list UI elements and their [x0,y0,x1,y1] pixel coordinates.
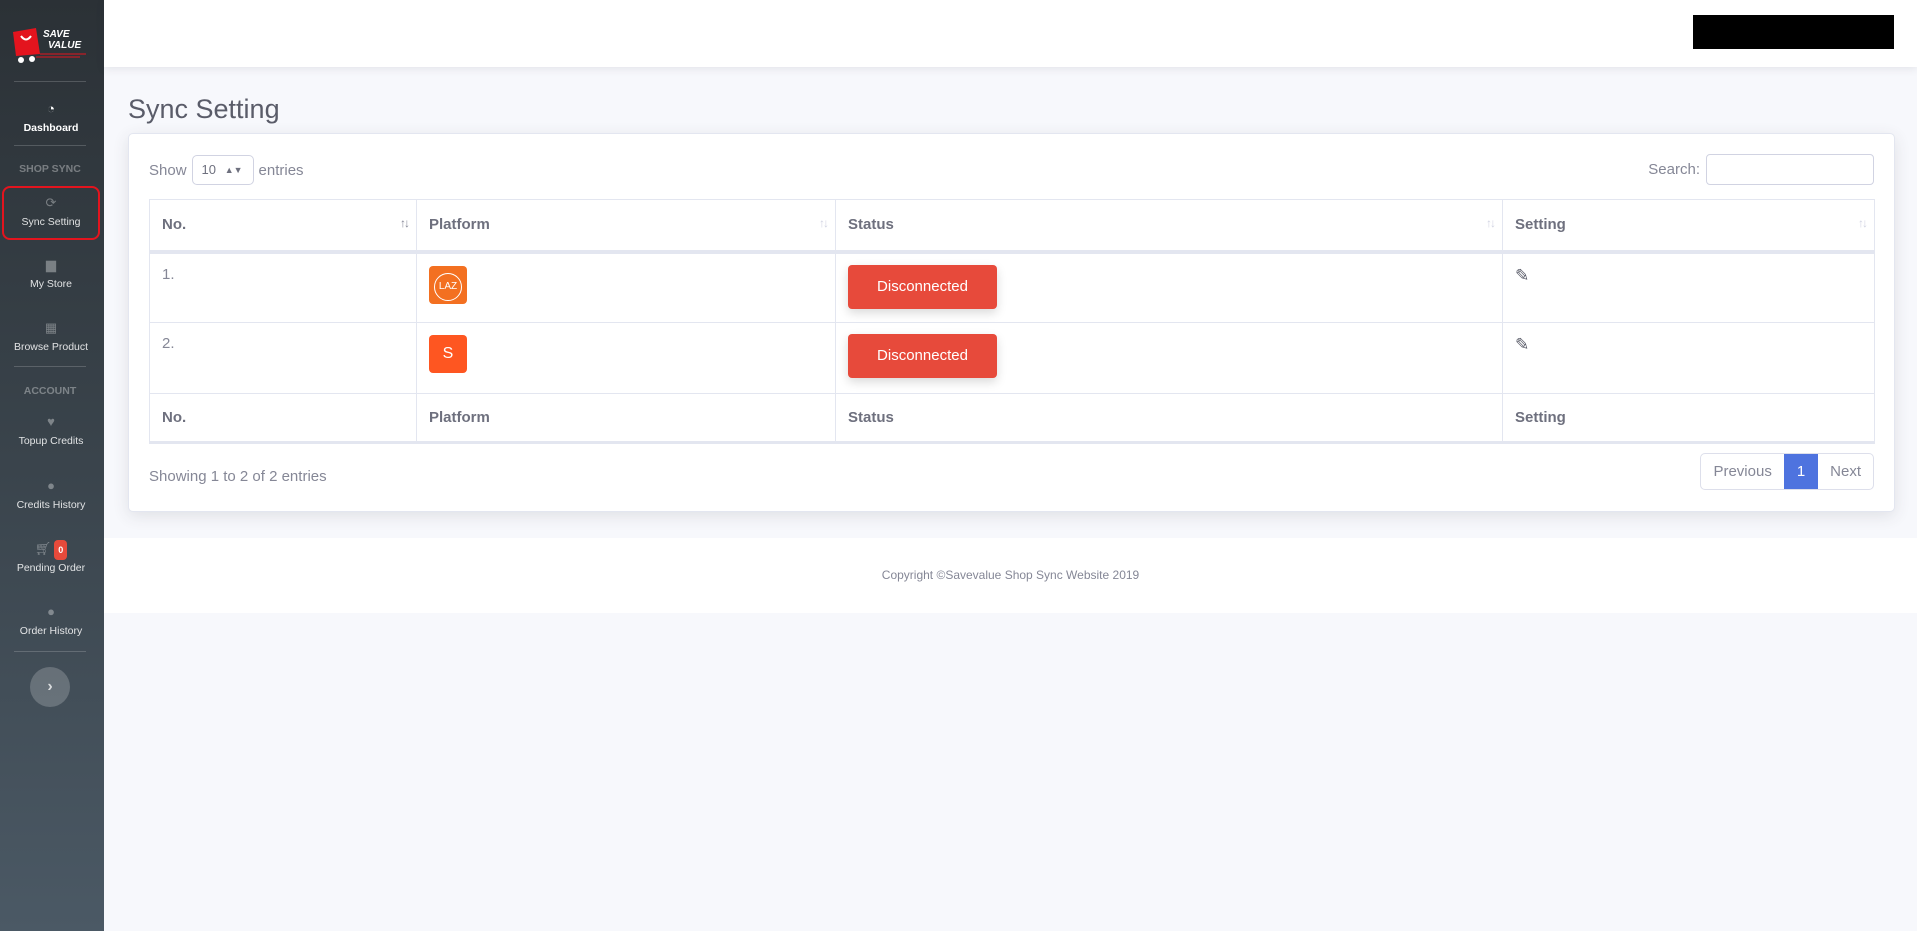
sidebar-item-my-store[interactable]: ▆ My Store [2,250,100,304]
sidebar-heading-shop-sync: SHOP SYNC [19,163,81,175]
sidebar-item-sync-setting[interactable]: ⟳ Sync Setting [2,186,100,240]
sidebar-item-dashboard[interactable]: ◔ Dashboard [2,94,100,148]
save-value-logo[interactable]: SAVE VALUE [10,26,90,66]
cart-icon: 🛒︎ 0 [2,540,100,560]
footer: Copyright ©Savevalue Shop Sync Website 2… [104,538,1917,613]
header-label: Setting [1515,216,1566,234]
sidebar-item-order-history[interactable]: ● Order History [2,597,100,651]
sidebar-heading-account: ACCOUNT [23,385,77,397]
search-input[interactable] [1706,154,1874,185]
status-cell: Disconnected [835,251,1503,323]
sidebar-item-label: Dashboard [23,122,79,134]
next-page-button[interactable]: Next [1830,463,1861,480]
sidebar-divider [14,651,86,652]
edit-icon[interactable]: ✎ [1515,265,1530,285]
table-row: 1. LAZ Disconnected ✎ [149,251,1875,323]
sidebar-item-label: Sync Setting [21,216,81,228]
sync-icon: ⟳ [45,195,57,210]
sort-icon: ↑↓ [819,216,829,230]
shopee-logo-icon: S [429,335,467,373]
row-number: 2. [149,322,417,394]
header-label: No. [162,216,187,234]
table-info: Showing 1 to 2 of 2 entries [149,468,327,485]
sidebar-item-label: Credits History [16,499,86,511]
redacted-user-area [1693,15,1894,49]
column-header-no[interactable]: No. ↑↓ [149,199,417,254]
sort-icon: ↑↓ [1486,216,1496,230]
pending-order-badge: 0 [54,540,68,560]
setting-cell: ✎ [1502,322,1875,394]
sidebar-item-topup-credits[interactable]: ♥ Topup Credits [2,407,100,461]
sidebar-item-label: Order History [19,625,83,637]
column-header-status[interactable]: Status ↑↓ [835,199,1503,254]
svg-text:SAVE: SAVE [43,29,70,40]
page-1-button[interactable]: 1 [1783,454,1819,489]
tachometer-icon: ◔ [47,101,55,116]
footer-header-setting: Setting [1502,393,1875,444]
hand-holding-heart-icon: ♥ [47,414,55,429]
footer-header-platform: Platform [416,393,836,444]
clock-icon: ● [47,604,55,619]
grid-icon: ▦ [44,320,58,335]
svg-text:VALUE: VALUE [48,40,81,51]
clock-icon: ● [47,478,55,493]
sidebar-divider [14,366,86,367]
row-number: 1. [149,251,417,323]
pagination: Previous 1 Next [1700,453,1874,490]
search-label: Search: [1648,161,1700,178]
platform-cell: S [416,322,836,394]
sort-icon: ↑↓ [400,216,410,230]
store-icon: ▆ [46,257,56,272]
sidebar: SAVE VALUE ◔ Dashboard SHOP SYNC ⟳ Sync … [0,0,104,931]
sidebar-divider [14,81,86,82]
sidebar-divider [14,145,86,146]
column-header-platform[interactable]: Platform ↑↓ [416,199,836,254]
entries-length-control: Show 10 ▲▼ entries [149,155,304,185]
setting-cell: ✎ [1502,251,1875,323]
sidebar-item-label: Topup Credits [18,435,84,447]
select-arrows-icon: ▲▼ [224,165,243,175]
sidebar-item-browse-product[interactable]: ▦ Browse Product [2,313,100,367]
footer-header-no: No. [149,393,417,444]
table-row: 2. S Disconnected ✎ [149,322,1875,394]
entries-select[interactable]: 10 ▲▼ [191,155,254,185]
topbar [104,0,1917,67]
previous-page-button[interactable]: Previous [1713,463,1772,480]
lazada-logo-icon: LAZ [429,265,467,304]
status-cell: Disconnected [835,322,1503,394]
sidebar-item-credits-history[interactable]: ● Credits History [2,471,100,525]
sidebar-item-label: My Store [29,278,72,290]
footer-header-status: Status [835,393,1503,444]
page-title: Sync Setting [128,94,280,124]
entries-select-value: 10 [201,162,216,177]
sync-table: No. ↑↓ Platform ↑↓ Status ↑↓ Setting ↑↓ 1. L… [149,199,1875,444]
header-label: Platform [429,216,490,234]
sort-icon: ↑↓ [1858,216,1868,230]
sidebar-item-pending-order[interactable]: 🛒︎ 0 Pending Order [2,534,100,588]
show-label: Show [149,161,187,179]
search-control: Search: [1648,154,1874,185]
entries-label: entries [258,161,304,179]
copyright-text: Copyright ©Savevalue Shop Sync Website 2… [881,568,1140,582]
sync-table-card: Show 10 ▲▼ entries Search: No. ↑↓ Platform… [128,133,1895,512]
sidebar-item-label: Browse Product [13,341,89,353]
disconnected-button[interactable]: Disconnected [848,264,997,309]
sidebar-item-label: Pending Order [16,562,86,574]
header-label: Status [848,216,894,234]
column-header-setting[interactable]: Setting ↑↓ [1502,199,1875,254]
platform-cell: LAZ [416,251,836,323]
edit-icon[interactable]: ✎ [1515,335,1530,354]
disconnected-button[interactable]: Disconnected [848,334,997,378]
sidebar-toggle-button[interactable]: › [30,667,70,707]
